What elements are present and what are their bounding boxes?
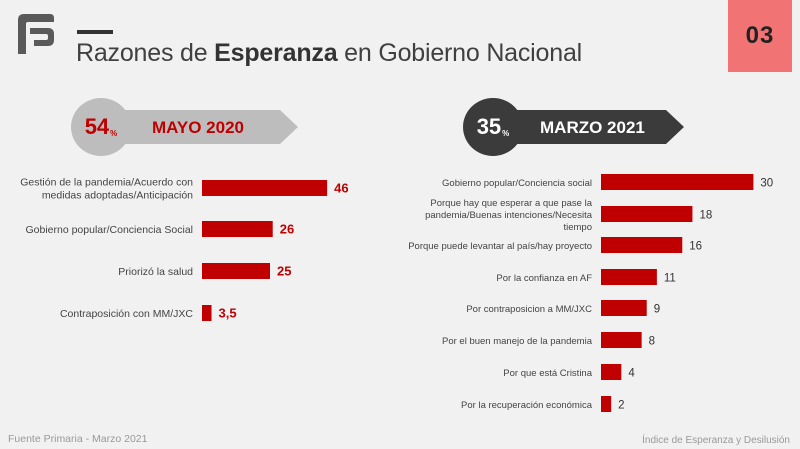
bar-marzo-2021 (601, 237, 683, 253)
percent-badge-2021: 35% (463, 98, 523, 156)
bar-marzo-2021 (601, 396, 612, 412)
category-label-marzo-2021: Porque hay que esperar a que pase la pand… (425, 198, 593, 233)
category-label-marzo-2021: Porque puede levantar al país/hay proyec… (408, 241, 592, 252)
value-label-marzo-2021: 18 (699, 210, 712, 222)
category-label-marzo-2021: Gobierno popular/Conciencia social (442, 178, 592, 189)
category-label-mayo-2020: Gestión de la pandemia/Acuerdo con medida… (20, 177, 193, 202)
category-label-mayo-2020: Gobierno popular/Conciencia Social (25, 224, 193, 236)
bar-marzo-2021 (601, 206, 693, 222)
category-label-mayo-2020: Contraposición con MM/JXC (60, 308, 193, 320)
bar-marzo-2021 (601, 300, 647, 316)
category-label-marzo-2021: Por contraposicion a MM/JXC (466, 304, 592, 315)
page-number: 03 (728, 0, 792, 72)
title-accent-bar (77, 30, 113, 34)
period-label-2021: MARZO 2021 (540, 118, 645, 137)
value-label-marzo-2021: 8 (649, 336, 655, 348)
footer-brand: Índice de Esperanza y Desilusión (642, 435, 790, 446)
category-label-mayo-2020: Priorizó la salud (118, 266, 193, 278)
bar-mayo-2020 (202, 221, 273, 237)
source-note: Fuente Primaria - Marzo 2021 (8, 433, 148, 445)
bar-marzo-2021 (601, 269, 657, 285)
percent-value-2020: 54 (84, 114, 110, 139)
bar-mayo-2020 (202, 305, 212, 321)
value-label-marzo-2021: 2 (618, 400, 624, 412)
value-label-marzo-2021: 4 (628, 368, 635, 380)
category-label-marzo-2021: Por el buen manejo de la pandemia (442, 336, 593, 347)
value-label-mayo-2020: 3,5 (219, 306, 237, 321)
bar-mayo-2020 (202, 180, 328, 196)
value-label-marzo-2021: 30 (760, 178, 773, 190)
value-label-mayo-2020: 26 (280, 222, 294, 237)
value-label-marzo-2021: 9 (654, 304, 660, 316)
period-banner-2020 (100, 110, 298, 144)
category-label-marzo-2021: Por que está Cristina (503, 368, 592, 379)
bar-marzo-2021 (601, 332, 642, 348)
bar-marzo-2021 (601, 174, 754, 190)
page-title: Razones de Esperanza en Gobierno Naciona… (76, 39, 583, 67)
value-label-marzo-2021: 16 (689, 241, 702, 253)
brand-logo-icon (18, 14, 54, 54)
bar-mayo-2020 (202, 263, 270, 279)
percent-value-2021: 35 (476, 114, 502, 139)
period-label-2020: MAYO 2020 (152, 118, 244, 137)
period-banner-2021 (490, 110, 684, 144)
category-label-marzo-2021: Por la confianza en AF (496, 273, 592, 284)
category-label-marzo-2021: Por la recuperación económica (461, 400, 593, 411)
value-label-mayo-2020: 25 (277, 264, 291, 279)
percent-badge-2020: 54% (71, 98, 131, 156)
bar-marzo-2021 (601, 364, 622, 380)
value-label-marzo-2021: 11 (664, 273, 676, 285)
value-label-mayo-2020: 46 (334, 181, 348, 196)
